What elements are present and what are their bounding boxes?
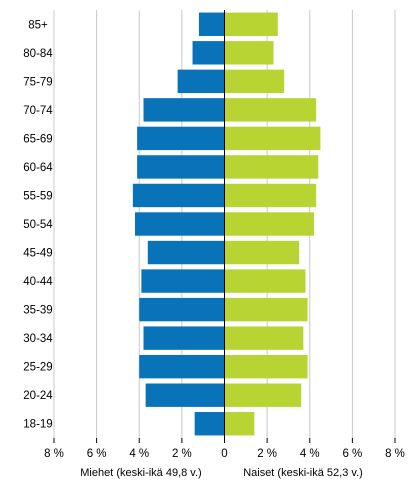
- bar-miehet-35-39: [139, 297, 225, 322]
- bar-miehet-40-44: [141, 269, 225, 293]
- bar-naiset-30-34: [224, 326, 304, 350]
- bar-naiset-45-49: [224, 240, 300, 265]
- bar-naiset-35-39: [224, 297, 308, 322]
- category-label: 30-34: [23, 333, 53, 345]
- x-tick-label: 4 %: [300, 448, 320, 460]
- category-labels: 85+ 80-84 75-79 70-74 65-69 60-64 55-59 50-54 45…: [23, 19, 53, 430]
- bars: [132, 12, 321, 436]
- x-tick-label: 2 %: [172, 448, 192, 460]
- category-label: 45-49: [23, 248, 52, 260]
- bar-naiset-85+: [224, 12, 278, 36]
- category-label: 18-19: [23, 419, 52, 431]
- x-tick-label: 6 %: [87, 448, 107, 460]
- bar-naiset-65-69: [224, 126, 321, 151]
- bar-naiset-80-84: [224, 41, 274, 65]
- x-tick-label: 4 %: [129, 448, 149, 460]
- bar-miehet-60-64: [137, 155, 225, 179]
- category-label: 60-64: [23, 162, 53, 174]
- x-tick-labels: 8 % 6 % 4 % 2 % 0 2 % 4 % 6 % 8 %: [44, 448, 405, 460]
- category-label: 75-79: [23, 76, 52, 88]
- bar-naiset-50-54: [224, 212, 315, 236]
- category-label: 80-84: [23, 48, 53, 60]
- bar-naiset-75-79: [224, 69, 285, 94]
- bar-naiset-60-64: [224, 155, 319, 179]
- legend-label-miehet: Miehet (keski-ikä 49,8 v.): [80, 467, 201, 479]
- bar-miehet-25-29: [139, 354, 225, 379]
- category-label: 65-69: [23, 133, 52, 145]
- x-tick-label: 8 %: [385, 448, 405, 460]
- x-tick-label: 6 %: [342, 448, 362, 460]
- category-label: 50-54: [23, 219, 53, 231]
- bar-miehet-70-74: [143, 98, 225, 122]
- bar-naiset-40-44: [224, 269, 306, 293]
- zero-axis: [53, 10, 396, 443]
- bar-miehet-20-24: [145, 383, 225, 407]
- category-label: 55-59: [23, 190, 52, 202]
- bar-miehet-50-54: [134, 212, 225, 236]
- bar-naiset-55-59: [224, 183, 317, 208]
- x-tick-label: 8 %: [44, 448, 64, 460]
- bar-naiset-70-74: [224, 98, 317, 122]
- category-label: 20-24: [23, 390, 53, 402]
- bar-miehet-85+: [198, 12, 225, 36]
- category-label: 25-29: [23, 362, 52, 374]
- bar-miehet-55-59: [132, 183, 225, 208]
- legend: Miehet (keski-ikä 49,8 v.) Naiset (keski…: [80, 467, 363, 479]
- bar-naiset-25-29: [224, 354, 308, 379]
- bar-miehet-45-49: [147, 240, 225, 265]
- bar-miehet-65-69: [137, 126, 225, 151]
- bar-miehet-80-84: [192, 41, 225, 65]
- bar-naiset-18-19: [224, 412, 255, 436]
- x-tick-label: 2 %: [257, 448, 277, 460]
- category-label: 85+: [28, 19, 48, 31]
- bar-miehet-75-79: [177, 69, 225, 94]
- legend-label-naiset: Naiset (keski-ikä 52,3 v.): [243, 467, 363, 479]
- bar-miehet-18-19: [194, 412, 225, 436]
- bar-naiset-20-24: [224, 383, 302, 407]
- category-label: 40-44: [23, 276, 53, 288]
- category-label: 70-74: [23, 105, 53, 117]
- x-tick-label: 0: [221, 448, 227, 460]
- bar-miehet-30-34: [143, 326, 225, 350]
- category-label: 35-39: [23, 305, 52, 317]
